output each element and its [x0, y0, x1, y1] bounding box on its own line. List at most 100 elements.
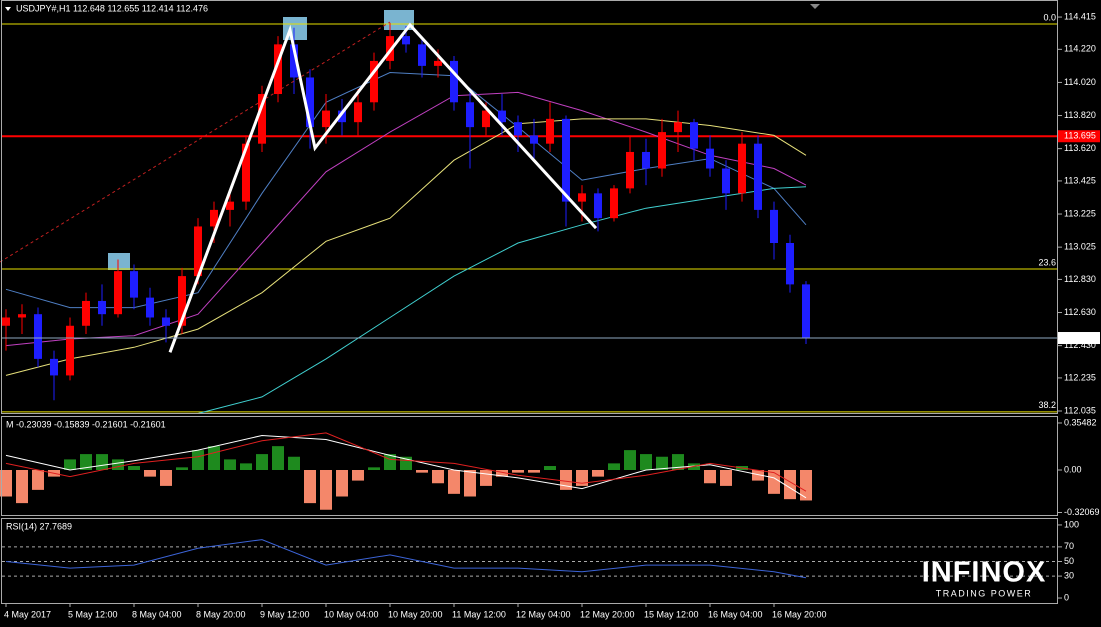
histogram-bar — [208, 446, 220, 470]
candle-body — [674, 122, 682, 133]
candle-body — [274, 44, 282, 95]
y-tick-label: 113.425 — [1064, 175, 1096, 185]
candle-body — [130, 271, 138, 298]
histogram-bar — [272, 446, 284, 470]
rsi-line — [5, 539, 807, 579]
panel-frame — [1, 0, 1058, 414]
plot-layer: 0.0 23.6 38.2 — [0, 12, 1058, 579]
candle-body — [114, 271, 122, 315]
fib-label: 38.2 — [1038, 400, 1056, 410]
x-tick-label: 12 May 20:00 — [580, 609, 635, 619]
candle-body — [450, 60, 458, 103]
candle-body — [642, 151, 650, 169]
candle-body — [98, 300, 106, 315]
histogram-bar — [0, 469, 12, 497]
histogram-bar — [624, 450, 636, 470]
histogram-bar — [800, 469, 812, 501]
candle-body — [498, 110, 506, 123]
candle-body — [466, 102, 474, 128]
x-tick-label: 5 May 12:00 — [68, 609, 118, 619]
candle-body — [706, 148, 714, 169]
histogram-bar — [160, 469, 172, 486]
candle-body — [418, 44, 426, 66]
histogram-bar — [608, 463, 620, 470]
y-tick-label: 70 — [1064, 541, 1074, 551]
candle-body — [658, 132, 666, 169]
x-tick-label: 15 May 12:00 — [644, 609, 699, 619]
histogram-bar — [496, 469, 508, 477]
histogram-bar — [656, 456, 668, 470]
candle-body — [690, 122, 698, 149]
candle-body — [562, 118, 570, 202]
y-tick-label: 114.020 — [1064, 77, 1096, 87]
histogram-bar — [336, 469, 348, 497]
x-tick-label: 10 May 04:00 — [324, 609, 379, 619]
resistance-tag — [1058, 130, 1100, 143]
x-tick-label: 8 May 20:00 — [196, 609, 246, 619]
x-tick-label: 9 May 12:00 — [260, 609, 310, 619]
candle-body — [482, 110, 490, 128]
moving-average — [5, 118, 807, 376]
histogram-bar — [528, 469, 540, 473]
rsi-title: RSI(14) 27.7689 — [6, 521, 72, 531]
x-tick-label: 10 May 20:00 — [388, 609, 443, 619]
y-tick-label: 0.35482 — [1064, 417, 1097, 427]
histogram-bar — [368, 467, 380, 470]
y-tick-label: -0.32069 — [1064, 507, 1100, 517]
candle-body — [594, 193, 602, 219]
candle-body — [434, 60, 442, 66]
histogram-bar — [544, 466, 556, 470]
candle-body — [370, 60, 378, 103]
panel-frame — [1, 416, 1058, 516]
last-price-tag — [1058, 332, 1100, 345]
histogram-bar — [112, 459, 124, 470]
candle-body — [226, 201, 234, 210]
y-tick-label: 114.415 — [1064, 11, 1096, 21]
histogram-bar — [512, 469, 524, 473]
y-tick-label: 113.820 — [1064, 110, 1096, 120]
histogram-bar — [64, 459, 76, 470]
candle-body — [162, 317, 170, 326]
fib-label: 0.0 — [1043, 12, 1056, 22]
histogram-bar — [240, 463, 252, 470]
macd-title: M -0.23039 -0.15839 -0.21601 -0.21601 — [6, 419, 166, 429]
resistance-label: 113.695 — [1064, 131, 1096, 141]
trendline — [0, 21, 391, 263]
candle-body — [626, 151, 634, 189]
candle-body — [34, 314, 42, 359]
logo-name: INFINOX — [922, 557, 1047, 589]
candle-body — [194, 226, 202, 277]
histogram-bar — [16, 469, 28, 504]
candle-body — [578, 193, 586, 202]
candle-body — [402, 36, 410, 45]
histogram-bar — [80, 454, 92, 470]
x-tick-label: 8 May 04:00 — [132, 609, 182, 619]
menu-arrow[interactable] — [5, 7, 11, 11]
histogram-bar — [224, 459, 236, 470]
candle-body — [146, 297, 154, 318]
histogram-bar — [304, 469, 316, 504]
candle-body — [2, 317, 10, 326]
candle-body — [322, 110, 330, 128]
histogram-bar — [32, 469, 44, 490]
histogram-bar — [256, 454, 268, 470]
candle-body — [610, 188, 618, 219]
candle-body — [306, 77, 314, 128]
highlight-box — [384, 10, 414, 30]
x-tick-label: 4 May 2017 — [4, 609, 51, 619]
candle-body — [290, 44, 298, 78]
y-tick-label: 112.830 — [1064, 274, 1096, 284]
candle-body — [514, 122, 522, 136]
histogram-bar — [704, 469, 716, 484]
candle-body — [802, 284, 810, 339]
candle-body — [82, 300, 90, 326]
histogram-bar — [416, 469, 428, 473]
histogram-bar — [576, 469, 588, 486]
logo-tagline: TRADING POWER — [936, 588, 1033, 598]
candle-body — [18, 314, 26, 318]
candle-body — [210, 209, 218, 227]
candle-body — [338, 110, 346, 123]
histogram-bar — [128, 466, 140, 470]
